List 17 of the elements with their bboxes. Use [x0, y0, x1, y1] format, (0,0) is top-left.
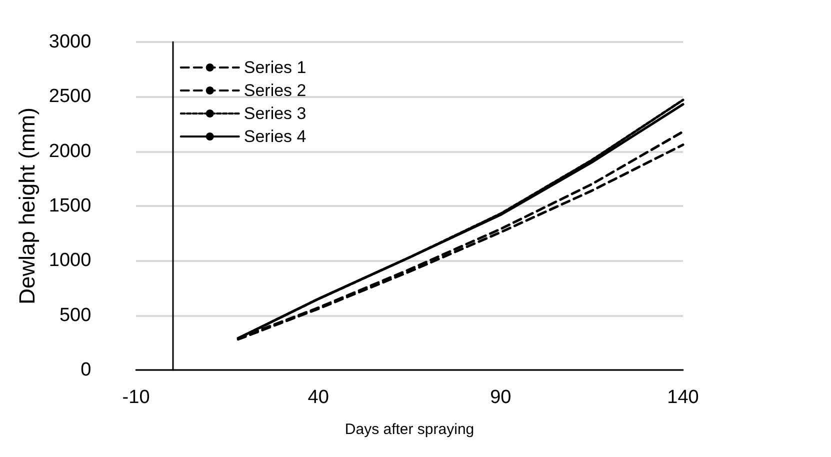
y-tick-label: 3000	[48, 32, 92, 52]
legend-label: Series 4	[244, 127, 306, 146]
y-tick-label: 2000	[48, 140, 92, 162]
legend-label: Series 2	[244, 81, 306, 100]
y-tick-label: 0	[80, 360, 92, 380]
legend-label: Series 1	[244, 58, 306, 77]
x-axis-title: Days after spraying	[344, 421, 474, 438]
x-tick-label: 40	[308, 387, 329, 408]
y-tick-label: 2500	[48, 86, 92, 108]
x-tick-label: 140	[667, 387, 699, 408]
y-tick-label: 1000	[48, 250, 92, 272]
y-tick-label: 1500	[48, 196, 92, 216]
legend-label: Series 3	[244, 104, 306, 123]
y-tick-label: 500	[59, 304, 92, 326]
x-tick-label: 90	[490, 387, 512, 408]
y-axis-title: Dewlap height (mm)	[14, 108, 40, 304]
x-tick-label: -10	[122, 387, 150, 408]
